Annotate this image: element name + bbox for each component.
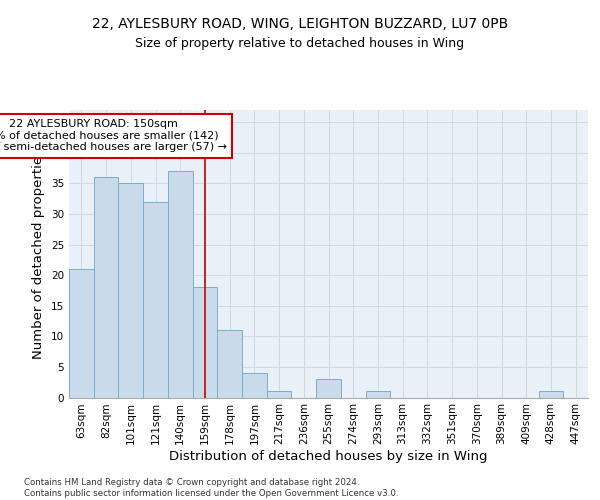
Bar [193,288,217,398]
Bar [316,379,341,398]
Bar [365,392,390,398]
Bar [242,373,267,398]
Bar [94,178,118,398]
Text: 22 AYLESBURY ROAD: 150sqm
← 71% of detached houses are smaller (142)
29% of semi: 22 AYLESBURY ROAD: 150sqm ← 71% of detac… [0,119,227,152]
Bar [217,330,242,398]
Bar [539,392,563,398]
Text: 22, AYLESBURY ROAD, WING, LEIGHTON BUZZARD, LU7 0PB: 22, AYLESBURY ROAD, WING, LEIGHTON BUZZA… [92,18,508,32]
Bar [143,202,168,398]
Text: Size of property relative to detached houses in Wing: Size of property relative to detached ho… [136,38,464,51]
Bar [118,184,143,398]
Text: Contains HM Land Registry data © Crown copyright and database right 2024.
Contai: Contains HM Land Registry data © Crown c… [24,478,398,498]
X-axis label: Distribution of detached houses by size in Wing: Distribution of detached houses by size … [169,450,488,463]
Bar [267,392,292,398]
Bar [168,171,193,398]
Bar [69,269,94,398]
Y-axis label: Number of detached properties: Number of detached properties [32,149,46,359]
